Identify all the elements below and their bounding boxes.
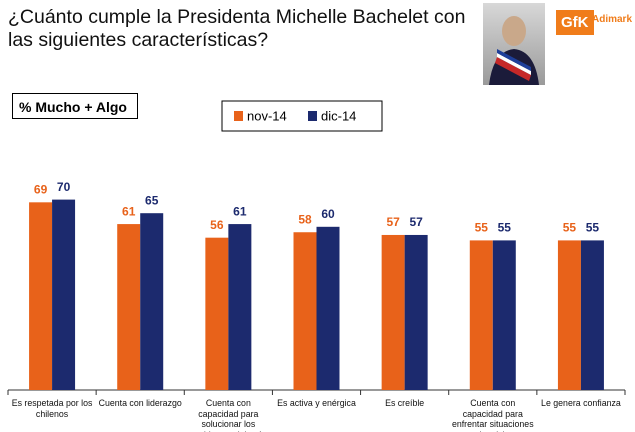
bar bbox=[381, 234, 405, 390]
logo-name: Adimark bbox=[592, 14, 633, 25]
bar bbox=[52, 199, 76, 390]
value-label: 65 bbox=[145, 193, 159, 207]
legend-box bbox=[221, 100, 383, 132]
value-label: 61 bbox=[233, 204, 247, 218]
x-tick-label: Es activa y enérgica bbox=[277, 398, 356, 408]
logo-brand: GfK bbox=[556, 10, 594, 35]
bar bbox=[205, 237, 229, 390]
x-tick-label: Cuenta con capacidad para enfrentar situ… bbox=[451, 398, 534, 432]
bar bbox=[117, 224, 141, 390]
bar bbox=[492, 240, 516, 390]
photo bbox=[483, 3, 545, 85]
bar bbox=[557, 240, 581, 390]
x-tick-label: Es respetada por los chilenos bbox=[11, 398, 93, 419]
bar bbox=[29, 202, 53, 390]
value-label: 57 bbox=[409, 215, 423, 229]
bar bbox=[140, 213, 164, 390]
value-label: 70 bbox=[57, 180, 71, 194]
bar bbox=[316, 226, 340, 390]
value-label: 55 bbox=[586, 221, 600, 235]
legend-swatch bbox=[234, 111, 243, 121]
bar bbox=[580, 240, 604, 390]
legend-label: dic-14 bbox=[321, 108, 356, 123]
bar bbox=[404, 234, 428, 390]
legend-label: nov-14 bbox=[247, 108, 287, 123]
legend-swatch bbox=[308, 111, 317, 121]
bar bbox=[228, 224, 252, 390]
bar bbox=[293, 232, 317, 390]
value-label: 61 bbox=[122, 204, 136, 218]
value-label: 60 bbox=[321, 207, 335, 221]
value-label: 58 bbox=[298, 212, 312, 226]
x-tick-label: Le genera confianza bbox=[541, 398, 621, 408]
value-label: 55 bbox=[475, 221, 489, 235]
x-tick-label: Es creíble bbox=[385, 398, 425, 408]
value-label: 55 bbox=[563, 221, 577, 235]
x-tick-label: Cuenta con liderazgo bbox=[98, 398, 182, 408]
value-label: 55 bbox=[498, 221, 512, 235]
bar bbox=[469, 240, 493, 390]
chart-title: ¿Cuánto cumple la Presidenta Michelle Ba… bbox=[8, 6, 466, 51]
photo-figure bbox=[489, 16, 539, 85]
value-label: 56 bbox=[210, 218, 224, 232]
chart-subtitle: % Mucho + Algo bbox=[12, 93, 138, 119]
value-label: 57 bbox=[386, 215, 400, 229]
value-label: 69 bbox=[34, 182, 48, 196]
x-tick-label: Cuenta con capacidad para solucionar los… bbox=[191, 398, 265, 432]
